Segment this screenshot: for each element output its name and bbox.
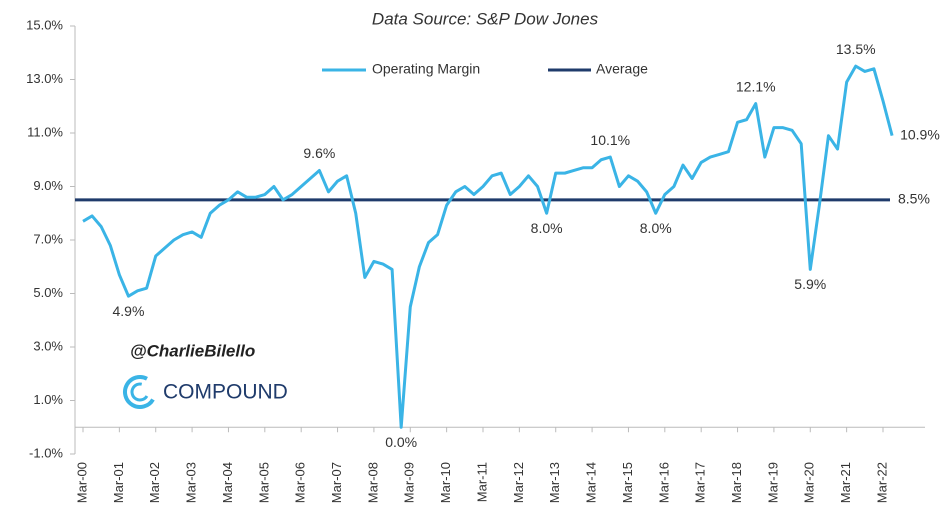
x-tick-label: Mar-19 — [765, 462, 780, 503]
x-tick-label: Mar-00 — [74, 462, 89, 503]
legend-label: Average — [596, 61, 648, 77]
x-tick-label: Mar-18 — [729, 462, 744, 503]
y-tick-label: 7.0% — [33, 231, 63, 246]
y-tick-label: 15.0% — [26, 17, 63, 32]
x-tick-label: Mar-07 — [329, 462, 344, 503]
y-tick-label: 1.0% — [33, 392, 63, 407]
x-tick-label: Mar-01 — [111, 462, 126, 503]
y-tick-label: 13.0% — [26, 71, 63, 86]
y-tick-label: 3.0% — [33, 338, 63, 353]
x-tick-label: Mar-05 — [256, 462, 271, 503]
average-label: 8.5% — [898, 191, 930, 207]
data-label: 10.9% — [900, 126, 940, 142]
x-tick-label: Mar-17 — [693, 462, 708, 503]
y-tick-label: 9.0% — [33, 178, 63, 193]
x-tick-label: Mar-08 — [365, 462, 380, 503]
x-tick-label: Mar-16 — [656, 462, 671, 503]
legend-label: Operating Margin — [372, 61, 480, 77]
y-tick-label: 11.0% — [27, 124, 63, 139]
x-tick-label: Mar-10 — [438, 462, 453, 503]
compound-logo-icon — [123, 375, 157, 409]
x-tick-label: Mar-04 — [220, 462, 235, 503]
data-label: 10.1% — [590, 132, 630, 148]
data-label: 0.0% — [385, 434, 417, 450]
data-label: 8.0% — [531, 220, 563, 236]
chart-title: Data Source: S&P Dow Jones — [372, 9, 599, 28]
x-tick-label: Mar-21 — [838, 462, 853, 503]
x-tick-label: Mar-06 — [293, 462, 308, 503]
data-label: 4.9% — [112, 303, 144, 319]
data-label: 8.0% — [640, 220, 672, 236]
x-tick-label: Mar-20 — [802, 462, 817, 503]
data-label: 9.6% — [303, 145, 335, 161]
x-tick-label: Mar-22 — [874, 462, 889, 503]
series-line — [82, 64, 894, 429]
x-tick-label: Mar-12 — [511, 462, 526, 503]
x-tick-label: Mar-14 — [584, 462, 599, 503]
x-tick-label: Mar-02 — [147, 462, 162, 503]
x-tick-label: Mar-13 — [547, 462, 562, 503]
x-tick-label: Mar-11 — [474, 462, 489, 502]
y-tick-label: -1.0% — [29, 445, 63, 460]
watermark-brand: COMPOUND — [163, 381, 288, 404]
x-tick-label: Mar-15 — [620, 462, 635, 503]
data-label: 13.5% — [836, 41, 876, 57]
watermark-handle: @CharlieBilello — [130, 341, 255, 360]
x-tick-label: Mar-09 — [402, 462, 417, 503]
y-tick-label: 5.0% — [33, 285, 63, 300]
data-label: 5.9% — [794, 276, 826, 292]
x-tick-label: Mar-03 — [184, 462, 199, 503]
data-label: 12.1% — [736, 78, 776, 94]
